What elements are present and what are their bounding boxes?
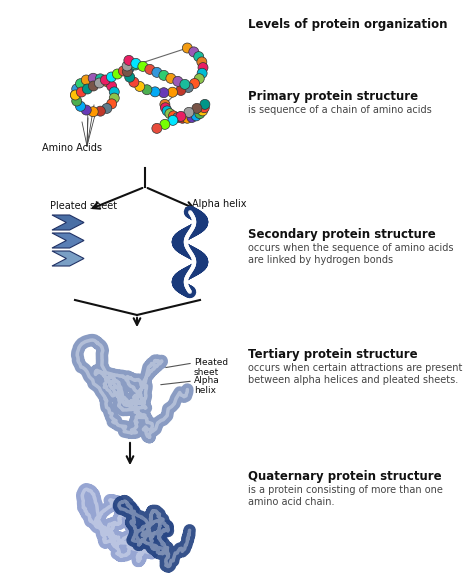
Polygon shape — [52, 233, 84, 248]
Circle shape — [159, 88, 169, 98]
Text: Alpha
helix: Alpha helix — [194, 376, 220, 395]
Circle shape — [112, 69, 122, 79]
Circle shape — [145, 64, 155, 74]
Text: Amino Acids: Amino Acids — [42, 143, 102, 153]
Circle shape — [184, 108, 194, 118]
Circle shape — [94, 78, 104, 88]
Circle shape — [194, 74, 204, 83]
Circle shape — [102, 103, 112, 113]
Text: Secondary protein structure: Secondary protein structure — [248, 228, 436, 241]
Circle shape — [138, 61, 148, 71]
Text: Pleated
sheet: Pleated sheet — [194, 358, 228, 377]
Text: occurs when the sequence of amino acids
are linked by hydrogen bonds: occurs when the sequence of amino acids … — [248, 243, 454, 265]
Circle shape — [160, 103, 171, 113]
Polygon shape — [52, 251, 84, 266]
Circle shape — [189, 47, 199, 57]
Circle shape — [82, 84, 92, 94]
Text: Tertiary protein structure: Tertiary protein structure — [248, 348, 418, 361]
Circle shape — [160, 99, 170, 109]
Circle shape — [197, 57, 207, 67]
Circle shape — [131, 58, 141, 68]
Circle shape — [88, 81, 99, 91]
Circle shape — [182, 113, 192, 123]
Circle shape — [95, 106, 105, 116]
Circle shape — [102, 76, 112, 86]
Circle shape — [88, 107, 98, 117]
Circle shape — [177, 113, 187, 123]
Circle shape — [192, 103, 202, 113]
Circle shape — [194, 52, 204, 62]
Circle shape — [75, 101, 85, 111]
Circle shape — [95, 74, 105, 84]
Circle shape — [125, 72, 135, 82]
Circle shape — [168, 115, 178, 125]
Circle shape — [118, 66, 128, 76]
Circle shape — [107, 99, 117, 109]
Circle shape — [165, 109, 175, 119]
Circle shape — [162, 106, 172, 116]
Circle shape — [180, 79, 190, 89]
Circle shape — [75, 79, 85, 89]
Circle shape — [173, 76, 183, 86]
Circle shape — [190, 78, 200, 88]
Text: Pleated sheet: Pleated sheet — [50, 201, 117, 211]
Circle shape — [88, 74, 98, 83]
Circle shape — [187, 112, 197, 122]
Circle shape — [152, 123, 162, 133]
Circle shape — [142, 85, 152, 95]
Circle shape — [166, 74, 176, 83]
Circle shape — [129, 77, 139, 87]
Circle shape — [124, 63, 135, 73]
Circle shape — [109, 93, 119, 103]
Circle shape — [109, 87, 119, 97]
Circle shape — [159, 71, 169, 81]
Circle shape — [191, 111, 201, 121]
Text: Levels of protein organization: Levels of protein organization — [248, 18, 447, 31]
Text: occurs when certain attractions are present
between alpha helices and pleated sh: occurs when certain attractions are pres… — [248, 363, 462, 385]
Circle shape — [176, 111, 186, 121]
Circle shape — [72, 96, 82, 106]
Circle shape — [76, 87, 86, 97]
Text: is a protein consisting of more than one
amino acid chain.: is a protein consisting of more than one… — [248, 485, 443, 507]
Circle shape — [160, 119, 170, 129]
Polygon shape — [52, 215, 84, 230]
Circle shape — [198, 106, 208, 116]
Circle shape — [182, 43, 192, 53]
Circle shape — [167, 87, 177, 97]
Circle shape — [173, 112, 183, 122]
Circle shape — [152, 68, 162, 78]
Circle shape — [168, 111, 179, 121]
Circle shape — [130, 60, 140, 70]
Circle shape — [100, 75, 110, 85]
Circle shape — [107, 81, 117, 91]
Circle shape — [197, 68, 207, 78]
Circle shape — [135, 82, 145, 92]
Circle shape — [81, 75, 91, 85]
Text: Primary protein structure: Primary protein structure — [248, 90, 418, 103]
Circle shape — [122, 61, 132, 71]
Circle shape — [81, 105, 91, 115]
Circle shape — [198, 62, 208, 72]
Circle shape — [199, 103, 210, 113]
Circle shape — [71, 90, 81, 100]
Circle shape — [72, 84, 82, 94]
Text: Quaternary protein structure: Quaternary protein structure — [248, 470, 442, 483]
Circle shape — [150, 87, 160, 97]
Text: is sequence of a chain of amino acids: is sequence of a chain of amino acids — [248, 105, 432, 115]
Text: Alpha helix: Alpha helix — [192, 199, 246, 209]
Circle shape — [106, 72, 117, 82]
Circle shape — [176, 85, 186, 95]
Circle shape — [195, 109, 205, 119]
Circle shape — [183, 82, 193, 92]
Circle shape — [200, 99, 210, 109]
Circle shape — [71, 90, 81, 100]
Circle shape — [122, 66, 132, 76]
Circle shape — [124, 55, 134, 65]
